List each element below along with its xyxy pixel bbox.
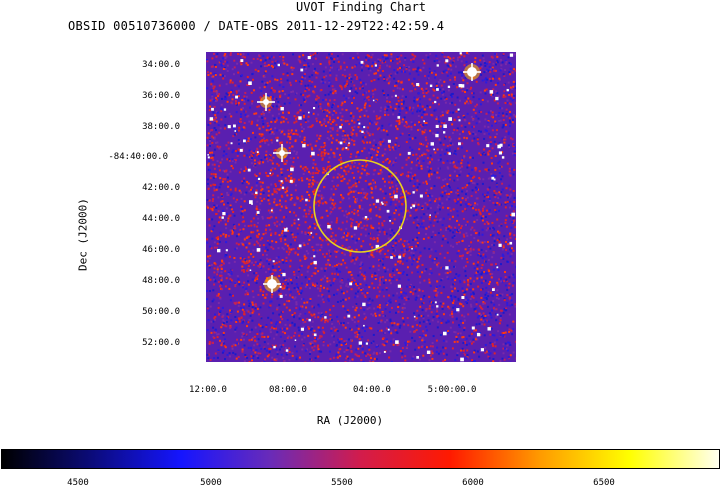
- colorbar-tick-label: 5500: [331, 478, 353, 488]
- y-tick-label: 36:00.0: [142, 91, 180, 101]
- sky-image: [206, 52, 516, 362]
- y-tick-label: 52:00.0: [142, 338, 180, 348]
- y-tick-label: -84:40:00.0: [108, 152, 168, 162]
- chart-subtitle: OBSID 00510736000 / DATE-OBS 2011-12-29T…: [68, 19, 445, 33]
- y-tick-label: 34:00.0: [142, 60, 180, 70]
- y-tick-label: 44:00.0: [142, 214, 180, 224]
- colorbar-tick-label: 6500: [593, 478, 615, 488]
- x-tick-label: 5:00:00.0: [427, 385, 477, 395]
- source-region-circle: [313, 159, 407, 253]
- y-tick-label: 38:00.0: [142, 122, 180, 132]
- y-tick-label: 48:00.0: [142, 276, 180, 286]
- y-tick-label: 50:00.0: [142, 307, 180, 317]
- colorbar: [1, 449, 720, 469]
- colorbar-tick-label: 5000: [200, 478, 222, 488]
- y-tick-label: 46:00.0: [142, 245, 180, 255]
- y-tick-label: 42:00.0: [142, 183, 180, 193]
- x-tick-label: 08:00.0: [269, 385, 307, 395]
- y-axis-label: Dec (J2000): [76, 198, 90, 271]
- chart-title: UVOT Finding Chart: [295, 0, 427, 14]
- x-tick-label: 12:00.0: [189, 385, 227, 395]
- colorbar-tick-label: 4500: [67, 478, 89, 488]
- x-tick-label: 04:00.0: [353, 385, 391, 395]
- x-axis-label: RA (J2000): [316, 414, 384, 427]
- colorbar-tick-label: 6000: [462, 478, 484, 488]
